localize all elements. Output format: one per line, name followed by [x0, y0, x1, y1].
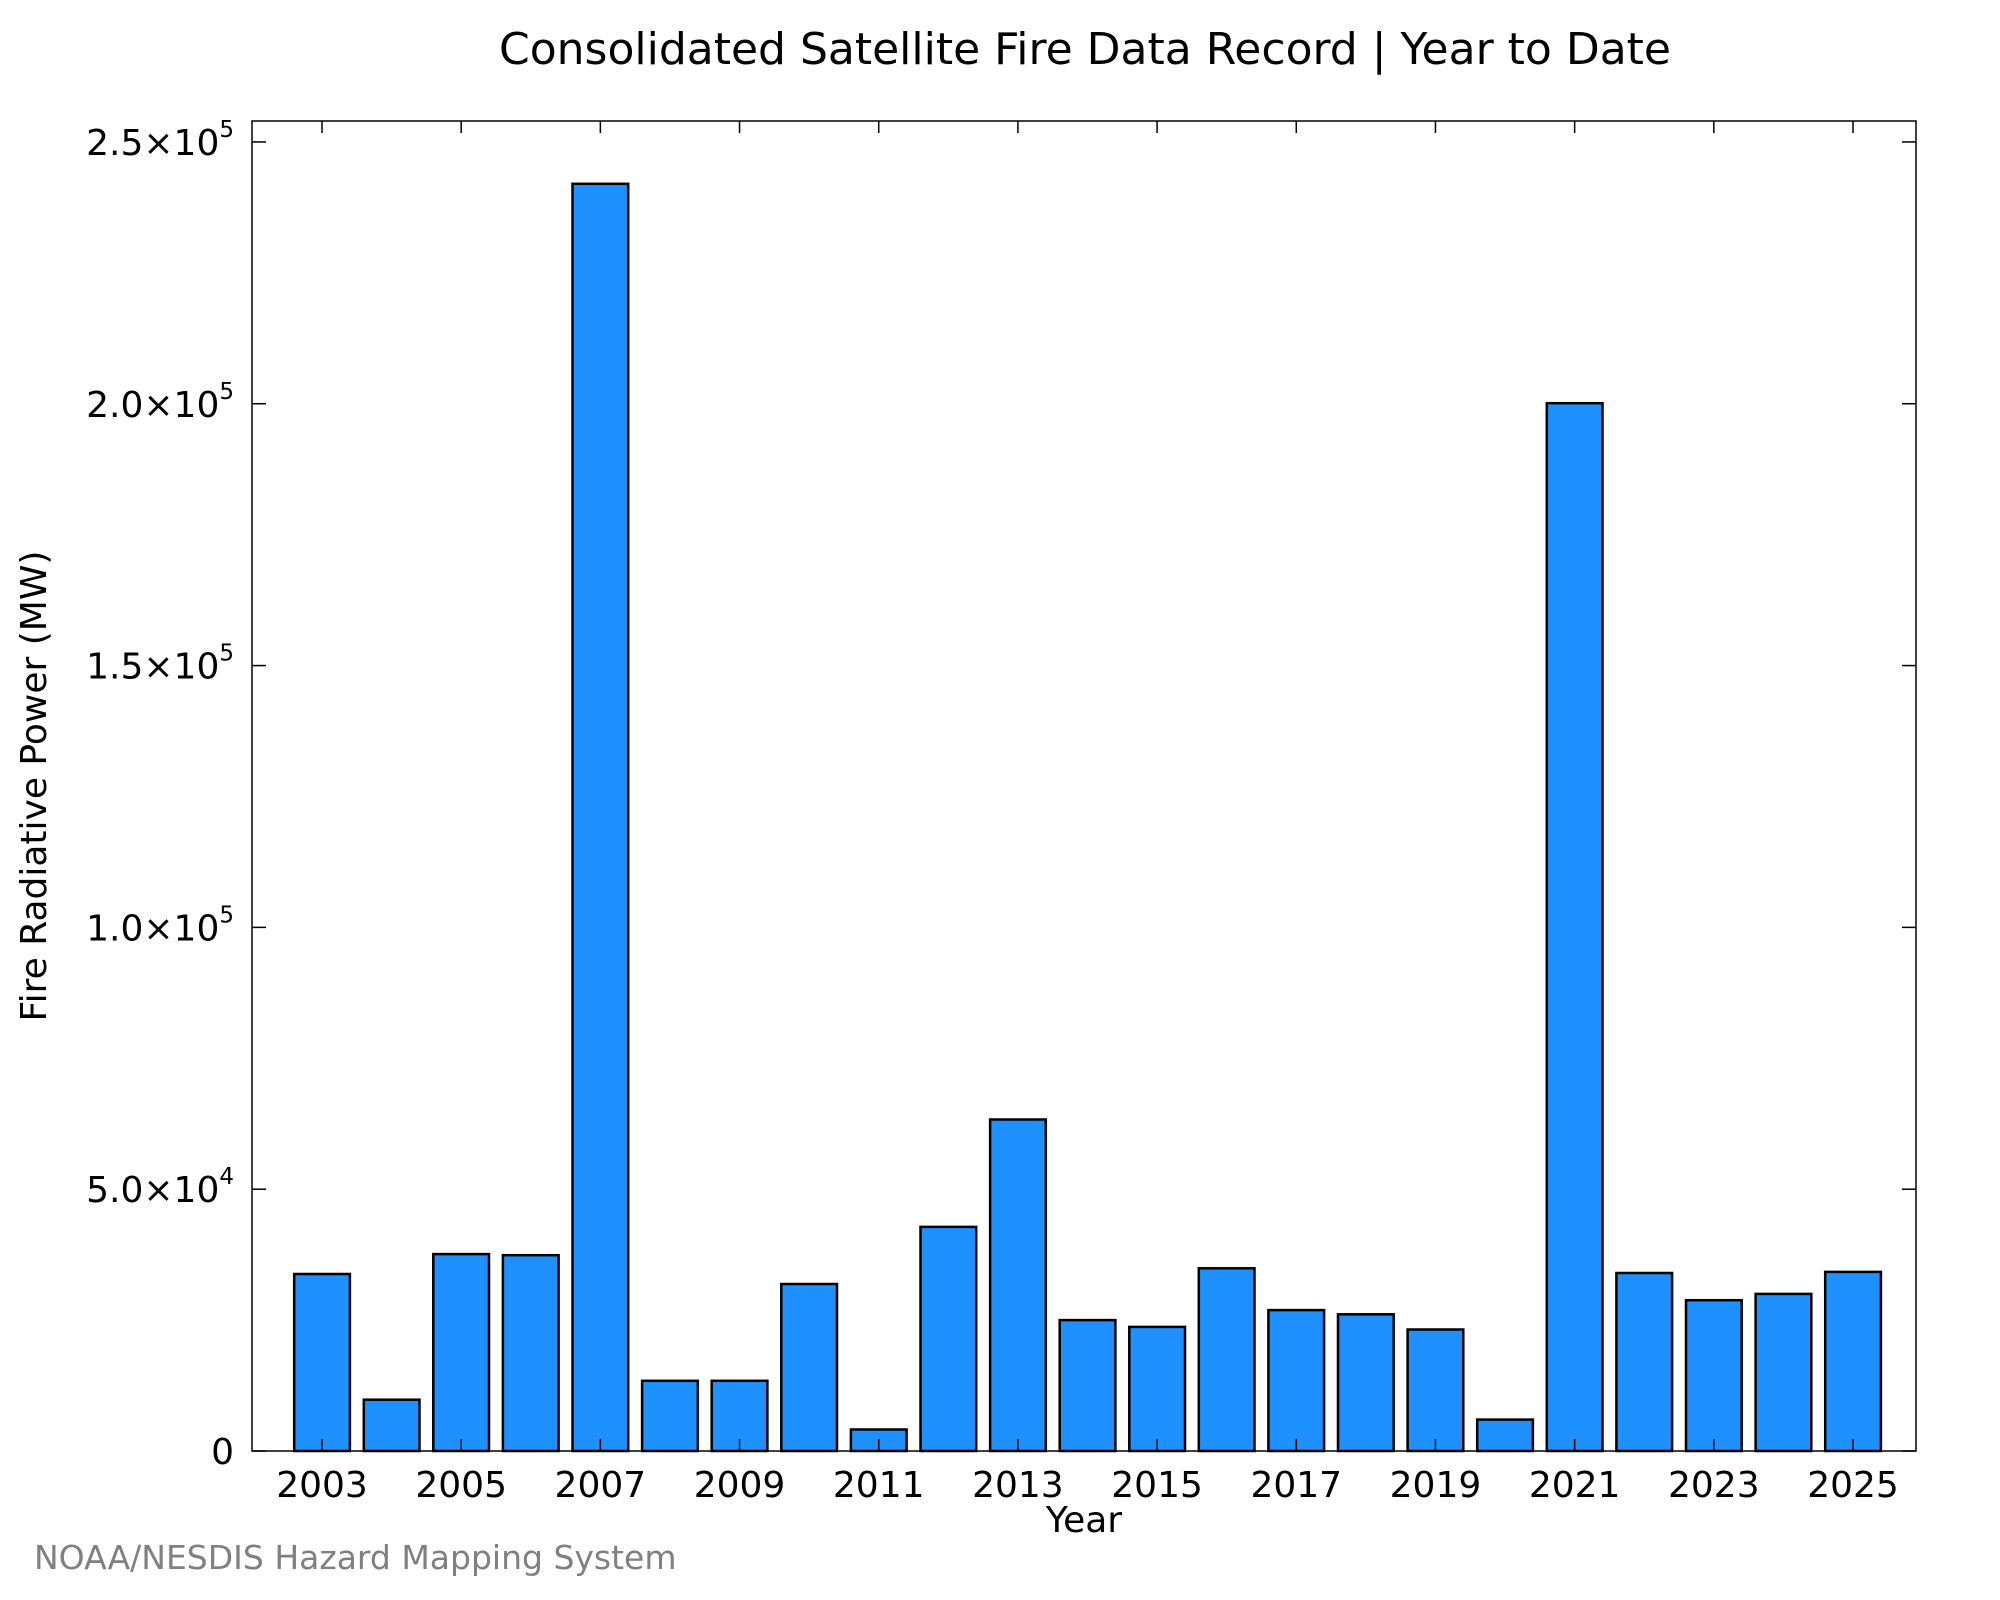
x-tick-label-2015: 2015: [1111, 1465, 1203, 1506]
bar-2003: [292, 1272, 352, 1453]
bar-2019: [1406, 1328, 1465, 1453]
y-tick-label-3: 1.5×105: [86, 641, 234, 688]
y-tick-exponent-4: 5: [219, 379, 234, 405]
x-tick-label-2013: 2013: [972, 1465, 1064, 1506]
chart-title: Consolidated Satellite Fire Data Record …: [499, 24, 1671, 75]
y-tick-label-5: 2.5×105: [86, 117, 234, 164]
bar-2008: [640, 1379, 700, 1453]
bar-2022: [1615, 1271, 1674, 1453]
y-tick-exponent-2: 5: [219, 902, 234, 928]
x-tick-label-2019: 2019: [1390, 1465, 1482, 1506]
y-tick-label-1: 5.0×104: [86, 1164, 234, 1211]
bar-2020: [1475, 1418, 1535, 1453]
x-tick-label-2021: 2021: [1529, 1465, 1621, 1506]
y-tick-label-4: 2.0×105: [86, 379, 234, 426]
y-axis-label: Fire Radiative Power (MW): [14, 551, 55, 1022]
bar-2024: [1754, 1292, 1813, 1453]
y-tick-exponent-5: 5: [219, 117, 234, 143]
bar-2013: [988, 1118, 1048, 1453]
y-tick-mantissa-1: 5.0×10: [86, 1170, 219, 1211]
bar-2012: [919, 1225, 978, 1453]
x-tick-label-2011: 2011: [833, 1465, 925, 1506]
x-tick-label-2003: 2003: [276, 1465, 368, 1506]
x-tick-label-2005: 2005: [415, 1465, 507, 1506]
bar-2017: [1267, 1308, 1326, 1453]
bar-2010: [780, 1282, 839, 1453]
plot-frame: [251, 120, 1917, 1452]
bar-2025: [1823, 1270, 1883, 1453]
x-tick-label-2025: 2025: [1807, 1465, 1899, 1506]
y-tick-mantissa-4: 2.0×10: [86, 385, 219, 426]
bar-2016: [1197, 1267, 1256, 1453]
bar-2021: [1545, 401, 1604, 1453]
y-tick-label-2: 1.0×105: [86, 902, 234, 949]
bar-2005: [432, 1252, 491, 1453]
bar-2007: [571, 182, 630, 1453]
bar-2018: [1336, 1313, 1395, 1453]
bar-2015: [1128, 1325, 1187, 1453]
x-axis-label: Year: [1045, 1500, 1122, 1541]
source-credit: NOAA/NESDIS Hazard Mapping System: [34, 1538, 677, 1577]
x-tick-label-2007: 2007: [555, 1465, 647, 1506]
x-tick-label-2017: 2017: [1250, 1465, 1342, 1506]
y-tick-mantissa-2: 1.0×10: [86, 908, 219, 949]
y-tick-exponent-3: 5: [219, 641, 234, 667]
bar-2004: [362, 1398, 421, 1453]
y-tick-mantissa-0: 0: [211, 1432, 234, 1473]
bar-2023: [1684, 1298, 1743, 1453]
x-tick-label-2009: 2009: [694, 1465, 786, 1506]
y-tick-label-0: 0: [211, 1432, 234, 1473]
x-tick-label-2023: 2023: [1668, 1465, 1760, 1506]
y-tick-mantissa-3: 1.5×10: [86, 647, 219, 688]
y-tick-mantissa-5: 2.5×10: [86, 123, 219, 164]
bar-2014: [1058, 1318, 1117, 1453]
bar-2006: [501, 1253, 560, 1453]
y-tick-exponent-1: 4: [219, 1164, 234, 1190]
